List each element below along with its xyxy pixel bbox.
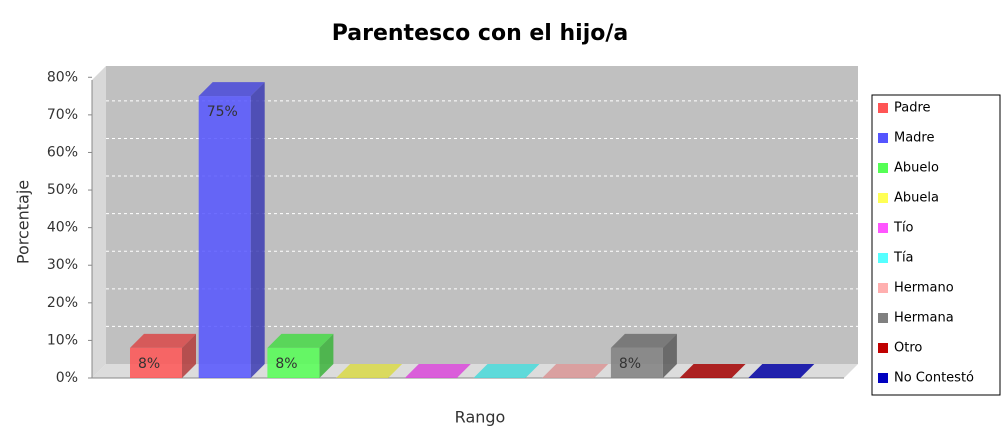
bar-top [404,364,471,378]
legend-swatch [878,313,888,323]
chart-title: Parentesco con el hijo/a [332,21,629,46]
legend-swatch [878,283,888,293]
legend-label: Padre [894,101,931,116]
bar-top [748,364,815,378]
legend-swatch [878,253,888,263]
legend-label: No Contestó [894,371,974,386]
y-axis-label: Porcentaje [14,180,33,264]
legend-swatch [878,103,888,113]
bar-side [182,333,196,378]
value-label: 75% [207,104,238,120]
bar-side [662,333,677,378]
legend-swatch [878,223,888,233]
y-tick-label: 10% [47,332,78,348]
left-wall [92,66,106,378]
legend-label: Otro [894,341,922,356]
bar [198,96,251,378]
legend-label: Abuelo [894,161,939,176]
legend-label: Tío [893,221,914,236]
y-tick-label: 30% [47,257,78,273]
y-tick-label: 20% [47,295,78,311]
bar-top [679,364,746,378]
bar-side [319,333,334,378]
value-label: 8% [138,356,160,372]
legend-swatch [878,343,888,353]
legend-label: Hermano [894,281,954,296]
y-tick-label: 80% [47,69,78,85]
y-tick-label: 60% [47,144,78,160]
legend-swatch [878,373,888,383]
legend-label: Hermana [894,311,954,326]
bar [267,347,320,378]
legend-label: Abuela [894,191,939,206]
value-label: 8% [275,356,297,372]
y-tick-label: 0% [56,370,78,386]
bar-top [336,364,403,378]
bar-top [130,333,196,348]
bar-top [610,333,677,348]
y-tick-label: 50% [47,182,78,198]
legend-swatch [878,133,888,143]
bar-top [267,333,334,348]
bar-side [250,82,265,378]
legend-swatch [878,193,888,203]
back-wall [106,66,858,364]
legend-swatch [878,163,888,173]
bar [130,347,182,378]
legend-label: Tía [893,251,914,266]
y-tick-label: 70% [47,107,78,123]
bar-top [198,82,265,97]
bar [610,347,663,378]
x-axis-label: Rango [455,408,506,427]
y-tick-label: 40% [47,220,78,236]
bar-top [542,364,609,378]
legend-label: Madre [894,131,935,146]
value-label: 8% [619,356,641,372]
bar-top [473,364,540,378]
legend [871,94,1001,396]
